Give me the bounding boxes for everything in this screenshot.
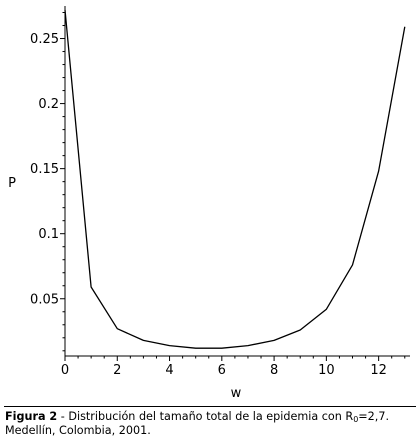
series-line [64, 9, 406, 349]
axes [64, 6, 410, 357]
caption-label: Figura 2 [5, 410, 58, 423]
x-tick-label: 8 [270, 363, 278, 378]
x-tick-label: 0 [61, 363, 69, 378]
y-tick-label: 0.25 [30, 32, 59, 47]
caption-subscript: 0 [353, 415, 359, 424]
x-tick-label: 10 [318, 363, 335, 378]
y-tick-label: 0.05 [30, 292, 59, 307]
x-tick-label: 6 [218, 363, 226, 378]
y-tick-label: 0.1 [38, 227, 59, 242]
x-axis-label: w [231, 386, 242, 400]
figure-caption: Figura 2 - Distribución del tamaño total… [5, 410, 417, 438]
caption-divider [4, 406, 416, 407]
caption-text-before: - Distribución del tamaño total de la ep… [57, 410, 354, 423]
x-tick-label: 4 [165, 363, 173, 378]
ticks: 0 2 4 6 8 10 12 0.05 0.1 0.15 0.2 0.25 [30, 12, 406, 378]
chart: 0 2 4 6 8 10 12 0.05 0.1 0.15 0.2 0.25 w P [8, 6, 410, 400]
y-tick-label: 0.2 [38, 97, 59, 112]
x-tick-label: 2 [113, 363, 121, 378]
x-tick-label: 12 [370, 363, 387, 378]
y-axis-label: P [8, 176, 16, 191]
y-tick-label: 0.15 [30, 162, 59, 177]
caption-text-after: =2,7. Medellín, Colombia, 2001. [5, 410, 390, 437]
